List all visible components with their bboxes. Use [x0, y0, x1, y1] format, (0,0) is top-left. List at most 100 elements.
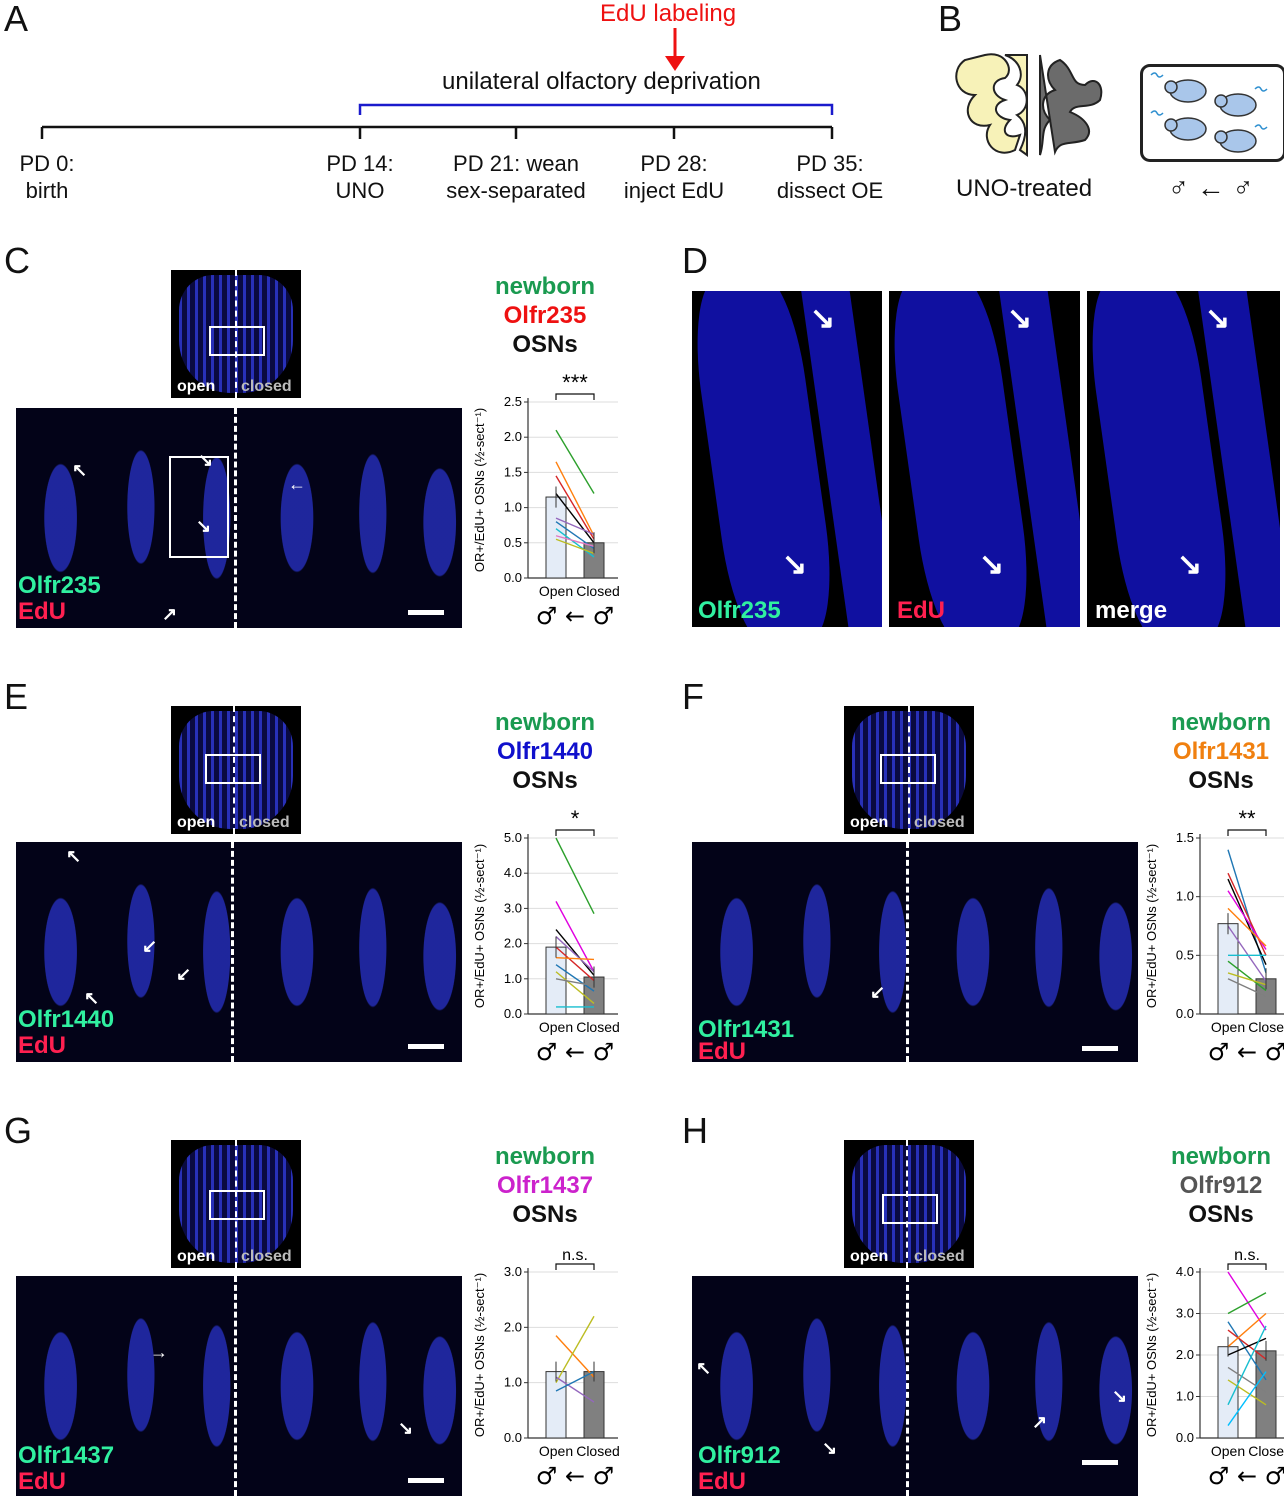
tick-label: 1.5 — [1176, 830, 1194, 845]
category-label: Closed — [576, 1019, 620, 1035]
open-label: open — [177, 1248, 216, 1265]
arrow-icon: ↗ — [1032, 1412, 1048, 1432]
or-label: Olfr1431 — [698, 1016, 795, 1043]
edu-labeling-label: EdU labeling — [600, 0, 737, 27]
micrograph-c: ↖ ↘ ↘ ← ↗ Olfr235 EdU — [16, 408, 462, 628]
arrow-icon: ↘ — [822, 1438, 838, 1458]
tick-pd21: PD 21: wean sex-separated — [446, 151, 586, 203]
x-caption: ♂ ← ♂ — [536, 602, 614, 630]
arrow-icon: → — [150, 1342, 168, 1362]
significance-label: n.s. — [562, 1247, 588, 1264]
paired-line — [1227, 1329, 1267, 1360]
closed-label: closed — [914, 814, 965, 831]
y-axis-label: OR+/EdU+ OSNs (½-sect⁻¹) — [472, 1273, 487, 1437]
paired-line — [555, 837, 595, 914]
paired-line — [1227, 1337, 1267, 1356]
chart-title-f: newborn Olfr1431 OSNs — [1171, 709, 1271, 794]
significance-label: ** — [1238, 806, 1256, 831]
paired-line — [1227, 1312, 1267, 1348]
open-label: open — [850, 1248, 889, 1265]
micrograph-d-merge: ↘ ↘ merge — [1087, 291, 1280, 627]
paired-line — [1227, 1379, 1267, 1406]
category-label: Open — [1211, 1019, 1245, 1035]
arrow-icon: ↘ — [782, 548, 808, 581]
timeline-axis — [40, 103, 834, 139]
significance-bracket — [555, 1263, 595, 1270]
arrow-icon: ↘ — [810, 302, 836, 335]
tick-pd28: PD 28: inject EdU — [623, 151, 725, 203]
panel-label-g: G — [4, 1110, 33, 1151]
tick-label: 1.0 — [1176, 1389, 1194, 1404]
tick-label: 4.0 — [504, 865, 522, 880]
tick-label: 3.0 — [504, 900, 522, 915]
tick-label: 2.5 — [504, 394, 522, 409]
paired-line — [1227, 872, 1267, 956]
tick-pd0: PD 0: birth — [19, 151, 75, 203]
tick-label: 5.0 — [504, 830, 522, 845]
arrow-icon: ← — [288, 474, 306, 494]
cage-icon — [1140, 64, 1284, 162]
panel-label-c: C — [4, 240, 30, 281]
tick-label: 2.0 — [504, 936, 522, 951]
or-label: Olfr1437 — [18, 1442, 115, 1469]
micrograph-d-edu: ↘ ↘ EdU — [889, 291, 1080, 627]
tick-label: 0.0 — [504, 1006, 522, 1021]
tick-label: 2.0 — [1176, 1347, 1194, 1362]
tick-label: 1.0 — [504, 971, 522, 986]
bar-chart-f: OR+/EdU+ OSNs (½-sect⁻¹) 0.0 0.5 1.0 1.5 ** Op… — [1144, 806, 1284, 1066]
housing-label: ♂ ← ♂ — [1168, 172, 1254, 203]
tick-label: 0.0 — [1176, 1430, 1194, 1445]
paired-line — [1227, 925, 1267, 982]
bar-chart-c: OR+/EdU+ OSNs (½-sect⁻¹) 0.0 0.5 1.0 1.5 2.0 2… — [472, 370, 620, 630]
micrograph-e: ↖ ↙ ↙ ↖ Olfr1440 EdU — [16, 842, 462, 1062]
tick-pd35: PD 35: dissect OE — [776, 151, 884, 203]
arrow-icon: ↘ — [979, 548, 1005, 581]
chart-title-g: newborn Olfr1437 OSNs — [495, 1143, 595, 1228]
edu-label: EdU — [18, 1032, 66, 1059]
arrow-icon: ↘ — [198, 450, 214, 470]
arrow-icon: ↖ — [84, 988, 100, 1008]
zoom-box — [169, 456, 229, 558]
edu-label: EdU — [18, 598, 66, 625]
closed-label: closed — [239, 814, 290, 831]
paired-line — [1227, 1292, 1267, 1315]
paired-line — [555, 1376, 595, 1403]
micrograph-g: → ↘ Olfr1437 EdU — [16, 1276, 462, 1496]
tick-label: 3.0 — [504, 1264, 522, 1279]
y-axis-label: OR+/EdU+ OSNs (½-sect⁻¹) — [472, 408, 487, 572]
significance-label: n.s. — [1234, 1247, 1260, 1264]
merge-label: merge — [1095, 597, 1168, 624]
paired-line — [555, 461, 595, 537]
panel-label-a: A — [4, 0, 29, 39]
paired-line — [1227, 907, 1267, 947]
tick-label: 4.0 — [1176, 1264, 1194, 1279]
closed-label: closed — [914, 1248, 965, 1265]
thumbnail-g: open closed — [171, 1140, 301, 1268]
paired-line — [1227, 960, 1267, 992]
thumbnail-h: open closed — [844, 1140, 974, 1268]
chart-title-h: newborn Olfr912 OSNs — [1171, 1143, 1271, 1228]
closed-label: closed — [241, 1248, 292, 1265]
edu-label: EdU — [18, 1468, 66, 1495]
arrow-icon: ↖ — [72, 460, 88, 480]
or-label: Olfr235 — [18, 572, 101, 599]
bar-chart-e: OR+/EdU+ OSNs (½-sect⁻¹) 0.0 1.0 2.0 3.0 4.0 5… — [472, 806, 620, 1066]
paired-line — [1227, 1325, 1267, 1406]
paired-line — [1227, 1271, 1267, 1331]
arrow-icon: ↘ — [398, 1418, 414, 1438]
uno-label: unilateral olfactory deprivation — [442, 68, 761, 95]
tick-label: 0.0 — [504, 570, 522, 585]
bar-chart-h: OR+/EdU+ OSNs (½-sect⁻¹) 0.0 1.0 2.0 3.0 4.0 n… — [1144, 1247, 1284, 1490]
paired-line — [555, 978, 595, 987]
scale-bar — [408, 610, 444, 615]
arrow-icon: ↖ — [66, 846, 82, 866]
category-label: Open — [539, 583, 573, 599]
tick-label: 1.0 — [504, 1375, 522, 1390]
category-label: Closed — [1248, 1443, 1284, 1459]
edu-arrow-icon — [665, 28, 685, 71]
category-label: Closed — [576, 583, 620, 599]
significance-bracket — [1227, 829, 1267, 836]
paired-line — [1227, 878, 1267, 966]
paired-line — [555, 538, 595, 555]
arrow-icon: ↘ — [196, 516, 212, 536]
